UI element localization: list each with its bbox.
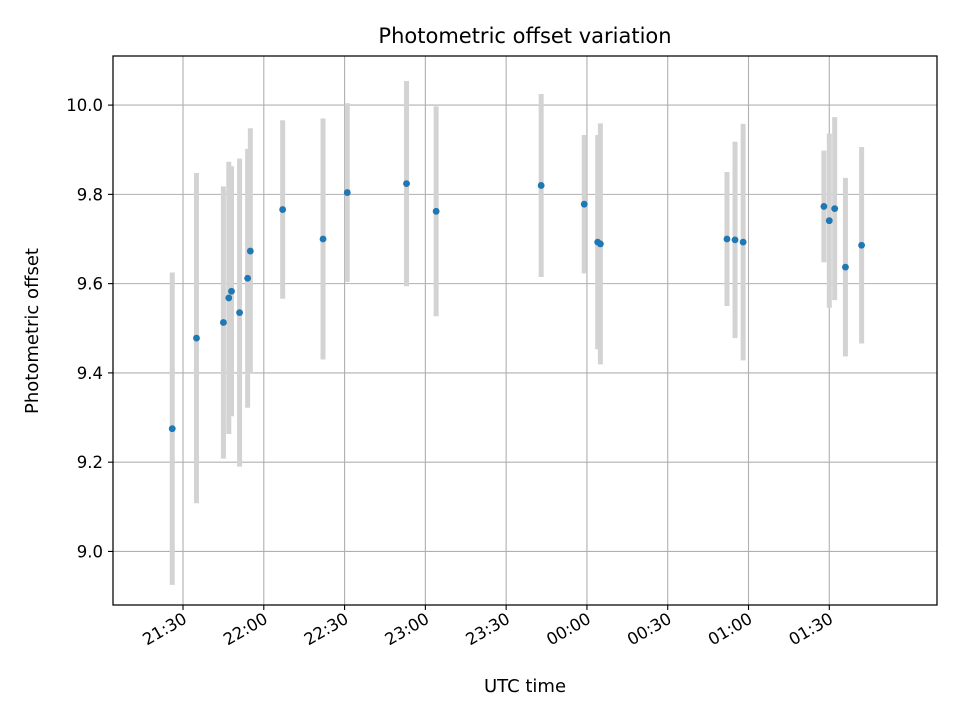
data-point bbox=[723, 235, 731, 243]
data-point bbox=[580, 200, 588, 208]
data-point bbox=[193, 334, 200, 342]
data-point bbox=[246, 247, 254, 255]
data-point bbox=[842, 263, 849, 271]
data-point bbox=[244, 274, 252, 282]
x-axis-label: UTC time bbox=[484, 676, 566, 697]
chart-title: Photometric offset variation bbox=[378, 24, 671, 48]
y-tick-label: 9.6 bbox=[77, 275, 103, 294]
data-point bbox=[825, 217, 833, 225]
data-point bbox=[319, 235, 327, 243]
y-tick-label: 9.0 bbox=[77, 542, 103, 561]
data-point bbox=[537, 182, 545, 189]
data-point bbox=[596, 240, 604, 248]
data-point bbox=[228, 287, 235, 295]
data-point bbox=[432, 207, 440, 215]
data-point bbox=[225, 294, 233, 302]
data-point bbox=[858, 241, 866, 249]
data-point bbox=[820, 203, 828, 210]
plot-frame bbox=[112, 55, 938, 606]
grid-lines bbox=[113, 56, 937, 605]
data-point bbox=[220, 319, 227, 326]
y-axis-ticks: 9.0 9.2 9.4 9.6 9.8 10.0 bbox=[66, 96, 113, 561]
y-tick-label: 9.8 bbox=[77, 185, 103, 204]
y-tick-label: 9.4 bbox=[77, 364, 103, 383]
data-points bbox=[168, 180, 866, 433]
data-point bbox=[343, 189, 351, 196]
data-point bbox=[739, 238, 747, 246]
data-point bbox=[731, 236, 739, 244]
data-point bbox=[403, 180, 410, 188]
data-point bbox=[279, 206, 287, 213]
data-point bbox=[831, 205, 839, 213]
data-point bbox=[236, 309, 243, 317]
data-point bbox=[168, 425, 176, 433]
y-tick-label: 9.2 bbox=[77, 453, 103, 472]
y-tick-label: 10.0 bbox=[66, 96, 103, 115]
y-axis-label: Photometric offset bbox=[22, 248, 43, 414]
